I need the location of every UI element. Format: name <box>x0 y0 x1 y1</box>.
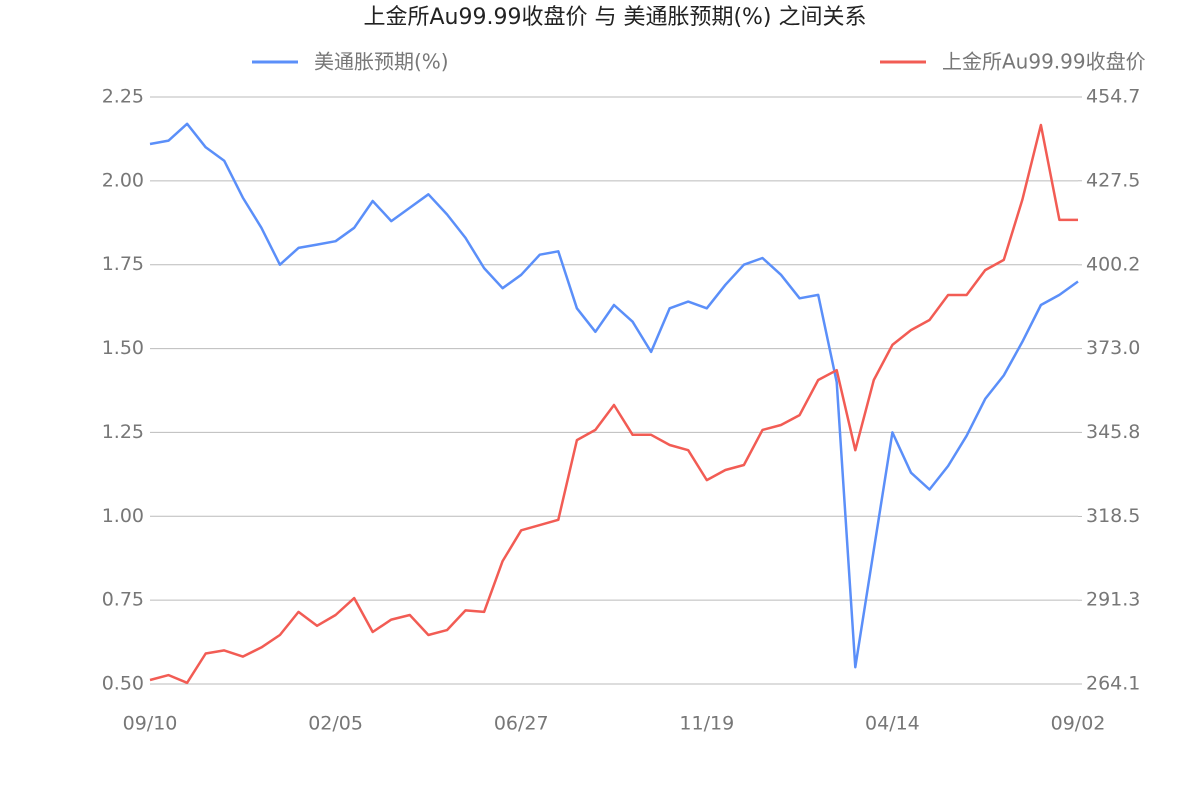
x-tick-label: 11/19 <box>679 713 734 735</box>
chart-title: 上金所Au99.99收盘价 与 美通胀预期(%) 之间关系 <box>363 5 866 30</box>
legend-label: 上金所Au99.99收盘价 <box>942 50 1146 74</box>
x-tick-label: 06/27 <box>494 713 549 735</box>
x-tick-label: 04/14 <box>865 713 920 735</box>
x-tick-label: 09/02 <box>1051 713 1106 735</box>
y2-tick-label: 400.2 <box>1086 253 1140 275</box>
y-tick-label: 2.25 <box>102 86 144 108</box>
y-tick-label: 0.50 <box>102 673 144 695</box>
y2-tick-label: 264.1 <box>1086 673 1140 695</box>
legend-label: 美通胀预期(%) <box>314 50 449 74</box>
y2-tick-label: 454.7 <box>1086 86 1140 108</box>
x-tick-label: 09/10 <box>123 713 178 735</box>
y-tick-label: 1.50 <box>102 337 144 359</box>
y2-tick-label: 291.3 <box>1086 589 1140 611</box>
x-tick-label: 02/05 <box>308 713 363 735</box>
y-tick-label: 1.75 <box>102 253 144 275</box>
y2-tick-label: 345.8 <box>1086 421 1140 443</box>
y-tick-label: 2.00 <box>102 169 144 191</box>
y-tick-label: 0.75 <box>102 589 144 611</box>
y-tick-label: 1.00 <box>102 505 144 527</box>
y-tick-label: 1.25 <box>102 421 144 443</box>
y2-tick-label: 427.5 <box>1086 169 1140 191</box>
y2-tick-label: 373.0 <box>1086 337 1140 359</box>
series-line <box>149 123 1078 685</box>
y2-tick-label: 318.5 <box>1086 505 1140 527</box>
series-line <box>149 122 1079 669</box>
